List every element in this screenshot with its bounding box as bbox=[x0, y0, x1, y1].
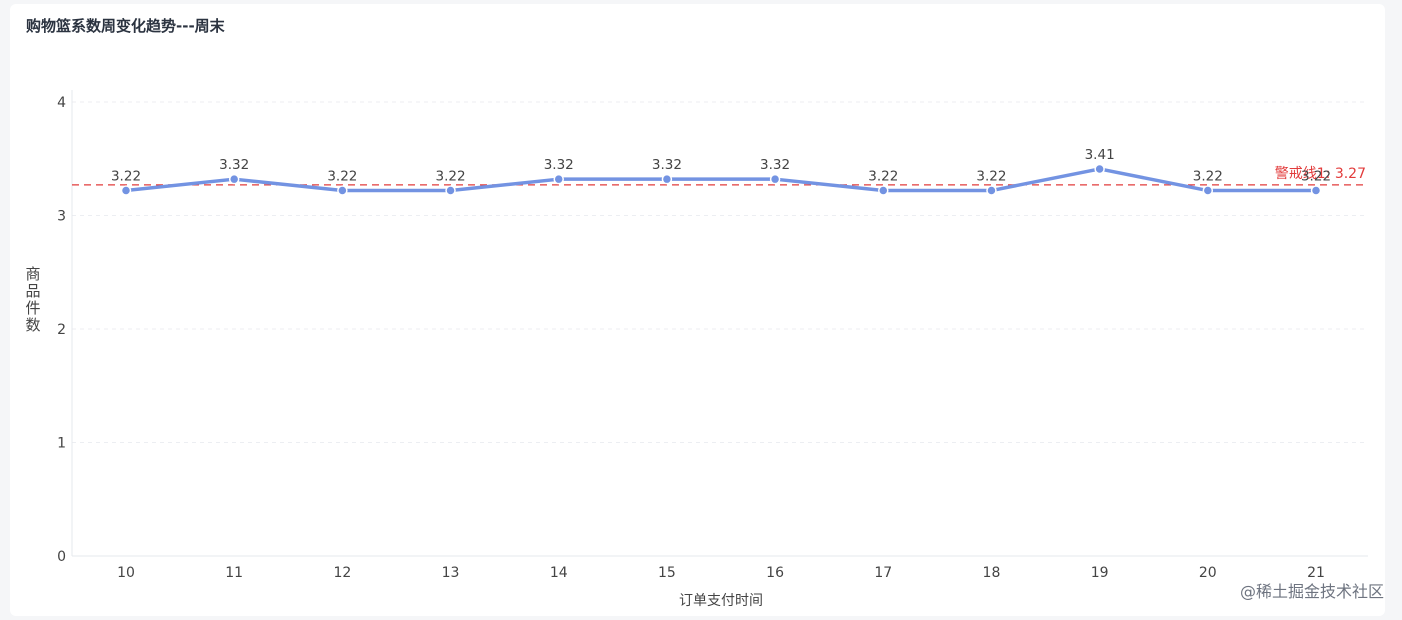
data-label: 3.22 bbox=[327, 169, 357, 185]
chart-title: 购物篮系数周变化趋势---周末 bbox=[26, 17, 225, 35]
y-tick-label: 2 bbox=[57, 322, 66, 338]
y-axis-label: 商品件数 bbox=[25, 265, 40, 334]
data-label: 3.32 bbox=[219, 157, 249, 173]
chart-card: 购物篮系数周变化趋势---周末 bbox=[10, 4, 1385, 616]
data-label: 3.22 bbox=[436, 169, 466, 185]
data-point bbox=[1202, 185, 1214, 196]
x-tick-label: 12 bbox=[333, 565, 351, 581]
data-point bbox=[445, 185, 456, 196]
data-label: 3.41 bbox=[1085, 147, 1115, 163]
y-tick-label: 3 bbox=[57, 209, 66, 225]
data-label: 3.32 bbox=[544, 157, 574, 173]
data-label: 3.22 bbox=[868, 169, 898, 185]
x-tick-label: 10 bbox=[117, 565, 135, 581]
data-label: 3.22 bbox=[111, 169, 141, 185]
data-label: 3.22 bbox=[1193, 169, 1223, 185]
data-point bbox=[553, 173, 564, 185]
x-tick-label: 21 bbox=[1307, 565, 1325, 581]
x-tick-label: 18 bbox=[983, 565, 1001, 581]
x-tick-label: 17 bbox=[874, 565, 892, 581]
data-label: 3.22 bbox=[1301, 169, 1331, 185]
x-tick-label: 15 bbox=[658, 565, 676, 581]
data-label: 3.32 bbox=[652, 157, 682, 173]
y-tick-label: 1 bbox=[57, 436, 66, 452]
x-axis-label: 订单支付时间 bbox=[679, 593, 763, 609]
x-tick-label: 11 bbox=[225, 565, 243, 581]
data-label: 3.22 bbox=[976, 169, 1006, 185]
y-tick-label: 0 bbox=[57, 549, 66, 565]
data-point bbox=[878, 185, 889, 196]
series-line bbox=[125, 167, 1316, 193]
y-tick-label: 4 bbox=[57, 95, 66, 111]
x-tick-label: 16 bbox=[766, 565, 784, 581]
data-point bbox=[986, 185, 997, 196]
x-tick-label: 19 bbox=[1091, 565, 1109, 581]
data-point bbox=[1310, 185, 1322, 196]
data-point bbox=[661, 173, 673, 185]
data-label: 3.32 bbox=[760, 157, 790, 173]
data-point bbox=[228, 173, 240, 185]
reference-line-label: 警戒线1: 3.27 bbox=[1275, 166, 1366, 182]
data-point bbox=[1094, 163, 1105, 175]
data-point bbox=[769, 173, 781, 185]
data-point bbox=[120, 185, 132, 196]
watermark: @稀土掘金技术社区 bbox=[1239, 582, 1384, 601]
x-tick-label: 20 bbox=[1199, 565, 1217, 581]
data-point bbox=[337, 185, 348, 196]
x-tick-label: 13 bbox=[442, 565, 460, 581]
x-tick-label: 14 bbox=[550, 565, 568, 581]
